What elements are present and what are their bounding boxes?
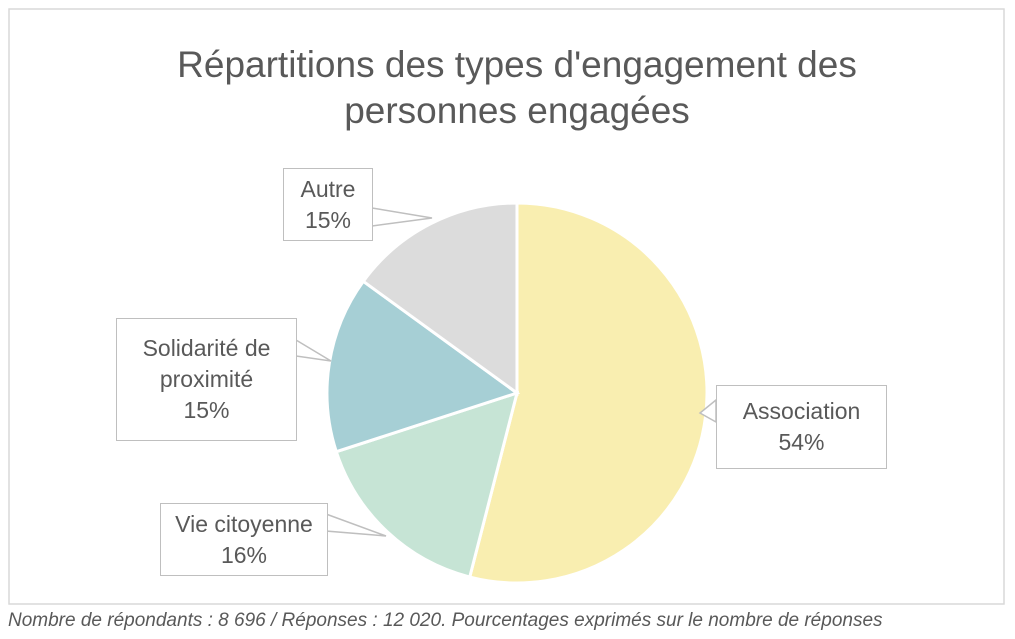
callout-pointer: [295, 338, 332, 362]
callout: Vie citoyenne 16%: [160, 503, 328, 576]
callout: Association 54%: [716, 385, 887, 469]
pie-slice: [325, 279, 521, 454]
slice-label: Autre: [300, 175, 356, 202]
slice-label: Solidarité de proximité: [142, 335, 271, 392]
callout-pointer: [371, 207, 433, 227]
chart-border: [8, 8, 1005, 605]
pie-slice: [361, 201, 519, 396]
chart-title: Répartitions des types d'engagement des …: [177, 44, 857, 131]
chart-note: Nombre de répondants : 8 696 / Réponses …: [8, 610, 883, 631]
value-label: 54%: [778, 429, 825, 455]
value-label: 15%: [183, 397, 230, 423]
value-label: 16%: [220, 541, 268, 568]
pie-slice: [334, 390, 520, 579]
slice-label: Association: [742, 398, 861, 424]
callout: Solidarité de proximité 15%: [116, 318, 297, 441]
slice-label: Vie citoyenne: [175, 510, 313, 537]
callout: Autre 15%: [283, 168, 373, 241]
value-label: 15%: [304, 206, 352, 233]
